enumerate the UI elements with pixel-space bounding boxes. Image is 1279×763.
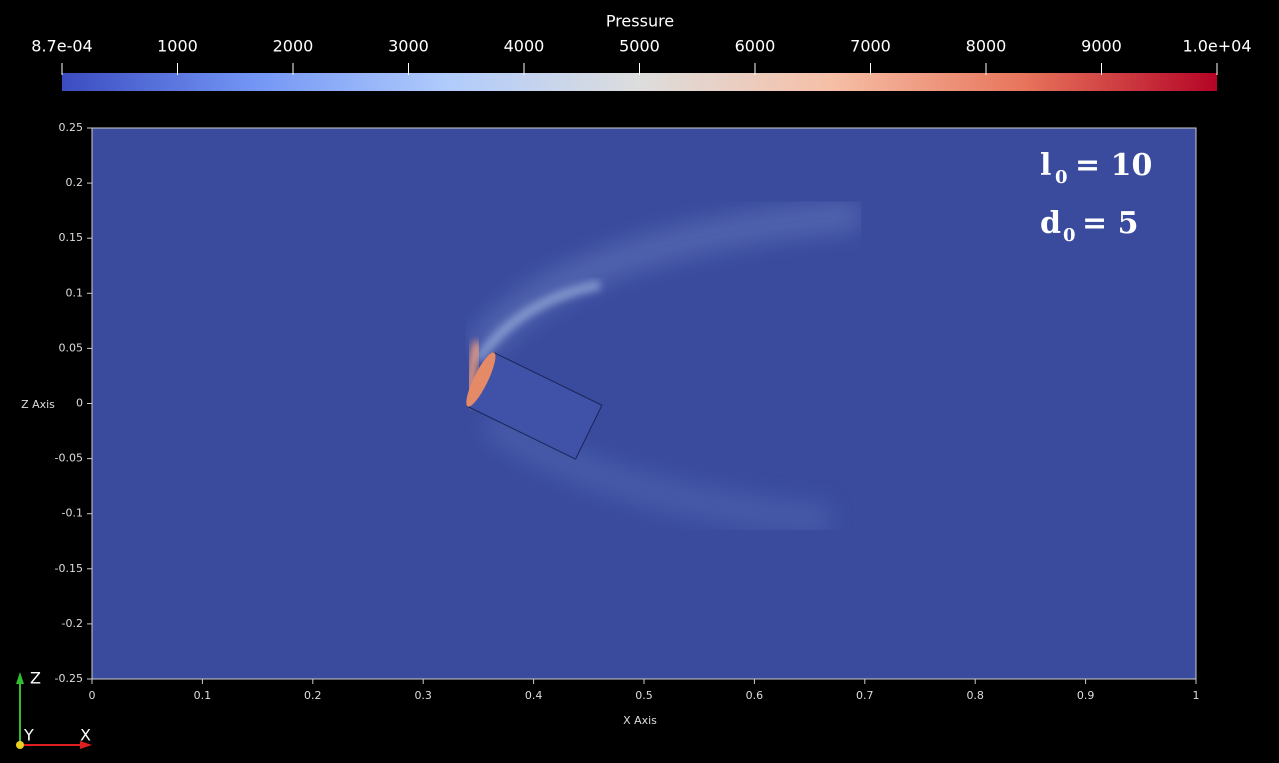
y-tick-label: 0.05 <box>59 341 84 354</box>
colorbar-tick-label: 3000 <box>388 37 429 56</box>
y-tick-label: -0.05 <box>55 452 83 465</box>
y-tick-label: -0.25 <box>55 672 83 685</box>
annotation-symbol: l <box>1040 148 1051 183</box>
annotation-symbol: d <box>1040 206 1061 241</box>
x-tick-label: 0.1 <box>194 689 212 702</box>
y-tick-label: 0.25 <box>59 121 84 134</box>
viewport: Pressure l 0 = 10 d 0 = 5 X Axis Z Axis … <box>0 0 1279 763</box>
y-tick-label: 0 <box>76 397 83 410</box>
annotation-text: = 5 <box>1082 206 1138 241</box>
colorbar-tick-label: 8.7e-04 <box>31 37 92 56</box>
x-tick-label: 0.6 <box>746 689 764 702</box>
y-tick-label: -0.1 <box>62 507 83 520</box>
annotation-subscript: 0 <box>1055 167 1068 188</box>
colorbar-tick-label: 7000 <box>850 37 891 56</box>
y-tick-label: -0.2 <box>62 617 83 630</box>
colorbar-tick-label: 2000 <box>273 37 314 56</box>
colorbar-tick-label: 4000 <box>504 37 545 56</box>
colorbar-tick-label: 1.0e+04 <box>1182 37 1251 56</box>
colorbar <box>62 73 1217 91</box>
x-tick-label: 0.9 <box>1077 689 1095 702</box>
axis-z-label: Z <box>30 669 41 688</box>
annotation-subscript: 0 <box>1063 225 1076 246</box>
x-tick-label: 0.4 <box>525 689 543 702</box>
x-tick-label: 1 <box>1193 689 1200 702</box>
x-tick-label: 0.2 <box>304 689 322 702</box>
axis-x-label: X <box>80 726 91 745</box>
colorbar-title: Pressure <box>606 12 674 31</box>
plot-area <box>92 128 1196 679</box>
colorbar-tick-label: 8000 <box>966 37 1007 56</box>
x-tick-label: 0 <box>89 689 96 702</box>
colorbar-tick-label: 5000 <box>619 37 660 56</box>
y-axis-label: Z Axis <box>21 398 55 411</box>
y-tick-label: 0.15 <box>59 231 84 244</box>
x-tick-label: 0.8 <box>966 689 984 702</box>
annotation-text: = 10 <box>1075 148 1152 183</box>
x-axis-label: X Axis <box>623 714 657 727</box>
colorbar-tick-label: 6000 <box>735 37 776 56</box>
x-tick-label: 0.5 <box>635 689 653 702</box>
x-tick-label: 0.3 <box>414 689 432 702</box>
colorbar-tick-label: 9000 <box>1081 37 1122 56</box>
axis-y-label: Y <box>23 726 34 745</box>
colorbar-tick-label: 1000 <box>157 37 198 56</box>
y-tick-label: 0.1 <box>66 286 84 299</box>
y-tick-label: -0.15 <box>55 562 83 575</box>
x-tick-label: 0.7 <box>856 689 874 702</box>
y-tick-label: 0.2 <box>66 176 84 189</box>
